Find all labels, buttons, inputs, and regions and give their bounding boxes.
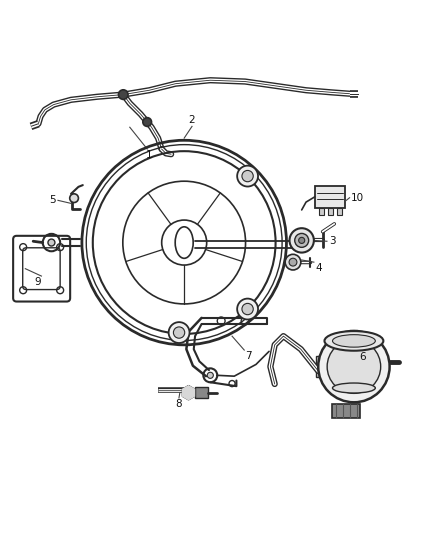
Circle shape <box>118 90 128 99</box>
Ellipse shape <box>332 383 375 393</box>
Ellipse shape <box>332 335 375 347</box>
Circle shape <box>207 372 213 378</box>
Text: 3: 3 <box>328 236 336 246</box>
Circle shape <box>237 298 258 319</box>
Circle shape <box>285 254 301 270</box>
FancyBboxPatch shape <box>332 405 360 417</box>
Circle shape <box>48 239 55 246</box>
Bar <box>336 208 342 215</box>
FancyBboxPatch shape <box>195 387 208 398</box>
Text: 1: 1 <box>146 150 153 160</box>
FancyBboxPatch shape <box>316 356 321 377</box>
Circle shape <box>169 322 190 343</box>
Bar <box>319 208 324 215</box>
Text: 10: 10 <box>350 193 364 203</box>
Text: 7: 7 <box>245 351 252 361</box>
Circle shape <box>242 303 253 314</box>
Text: 4: 4 <box>316 263 322 273</box>
Circle shape <box>289 258 297 266</box>
Bar <box>328 208 333 215</box>
Circle shape <box>299 237 305 244</box>
Ellipse shape <box>325 331 383 351</box>
Text: 6: 6 <box>359 352 366 362</box>
Circle shape <box>290 228 314 253</box>
Text: 2: 2 <box>189 115 195 125</box>
Text: 5: 5 <box>49 196 56 205</box>
Text: 9: 9 <box>34 277 41 287</box>
Circle shape <box>242 171 253 182</box>
Circle shape <box>327 340 381 393</box>
Circle shape <box>292 240 301 249</box>
Circle shape <box>295 233 309 247</box>
Circle shape <box>318 331 390 402</box>
Circle shape <box>70 194 78 203</box>
FancyBboxPatch shape <box>315 185 345 208</box>
Circle shape <box>173 327 185 338</box>
Circle shape <box>143 118 152 126</box>
Text: 8: 8 <box>176 399 182 409</box>
Polygon shape <box>183 386 194 400</box>
Circle shape <box>237 166 258 187</box>
